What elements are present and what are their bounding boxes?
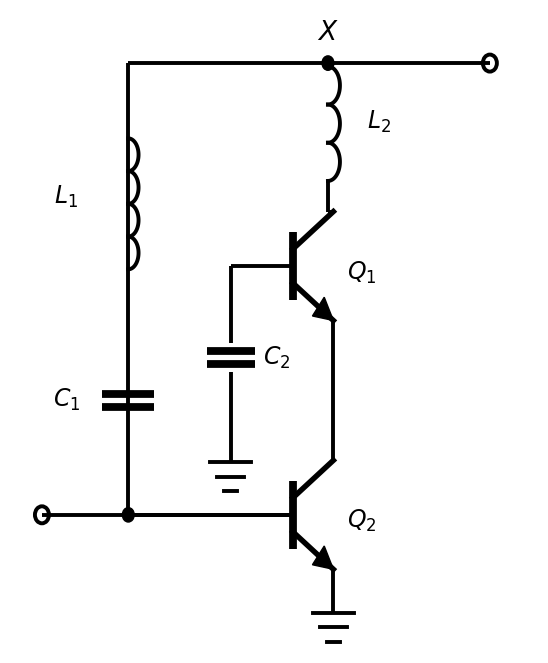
Text: $Q_2$: $Q_2$ (347, 509, 376, 534)
Text: $L_1$: $L_1$ (54, 184, 78, 210)
Text: $C_2$: $C_2$ (263, 345, 290, 371)
Text: $X$: $X$ (317, 21, 339, 45)
Polygon shape (312, 297, 333, 320)
Polygon shape (312, 546, 333, 570)
Text: $Q_1$: $Q_1$ (347, 259, 376, 286)
Text: $C_1$: $C_1$ (53, 387, 80, 413)
Circle shape (322, 56, 334, 70)
Text: $L_2$: $L_2$ (367, 109, 391, 135)
Circle shape (122, 508, 134, 522)
